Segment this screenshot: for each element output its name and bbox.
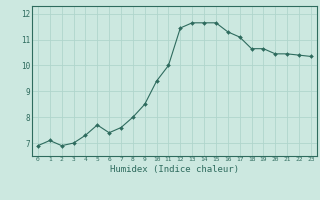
X-axis label: Humidex (Indice chaleur): Humidex (Indice chaleur) <box>110 165 239 174</box>
